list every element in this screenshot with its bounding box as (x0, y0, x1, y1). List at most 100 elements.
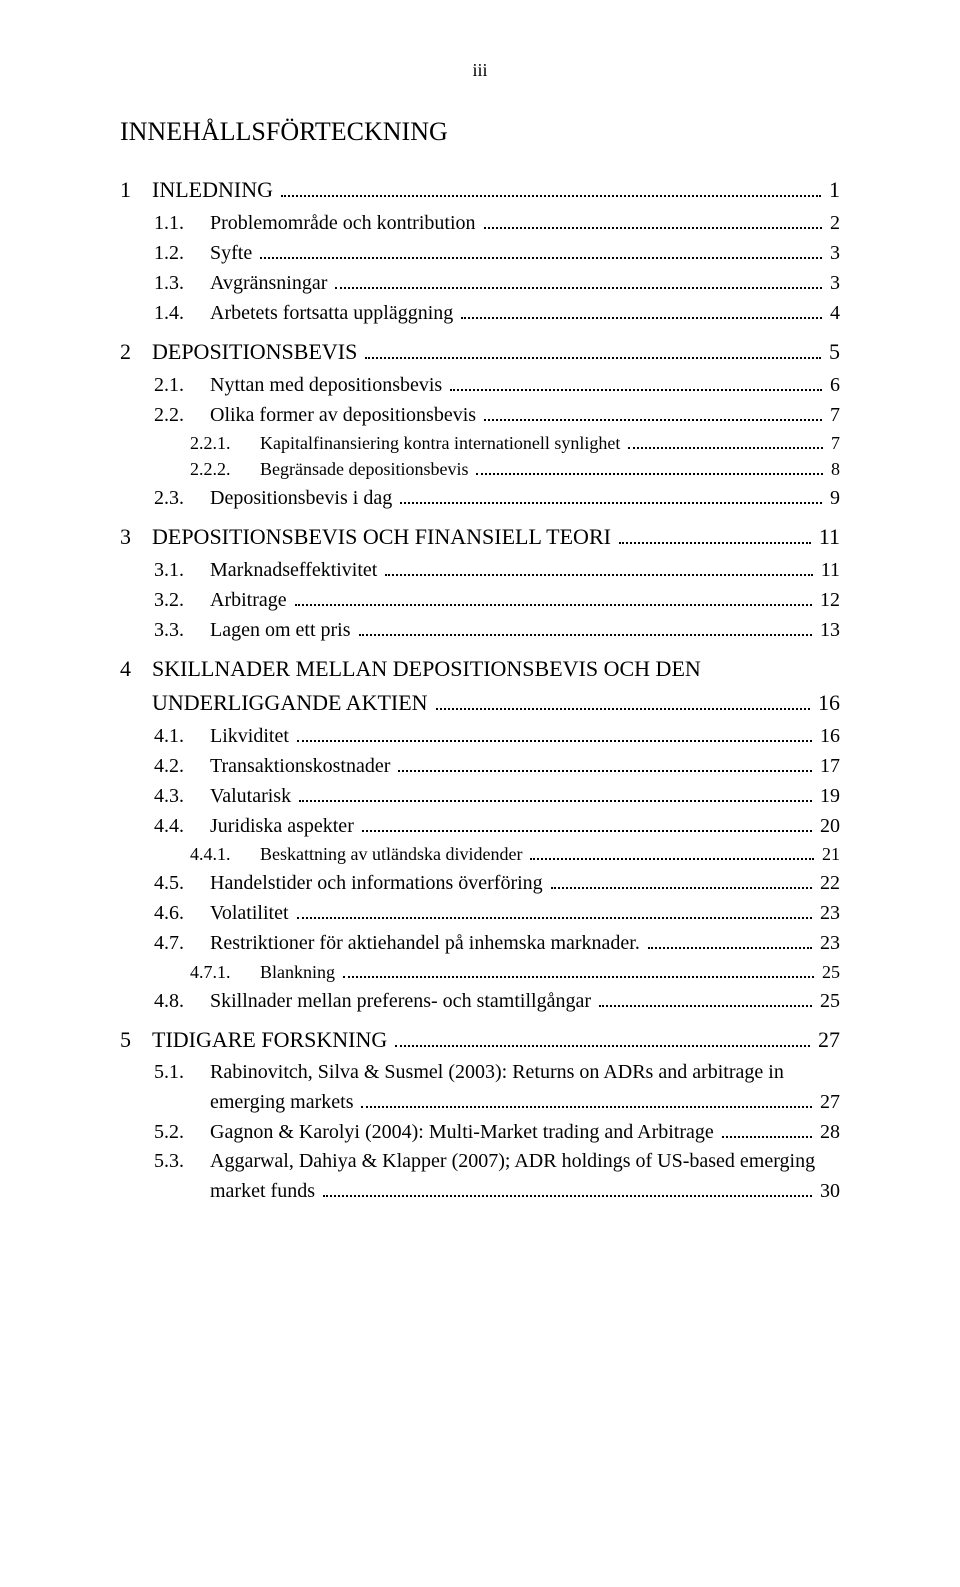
toc-entry: 4.5.Handelstider och informations överfö… (120, 871, 840, 895)
toc-entry-page: 6 (826, 374, 840, 397)
toc-entry: 1INLEDNING1 (120, 177, 840, 203)
toc-entry: 3.1.Marknadseffektivitet 11 (120, 558, 840, 582)
toc-entry-number: 4.5. (154, 872, 210, 895)
toc-entry: 4.6.Volatilitet23 (120, 901, 840, 925)
toc-entry: 1.2.Syfte3 (120, 241, 840, 265)
toc-entry: 2.2.2.Begränsade depositionsbevis8 (120, 458, 840, 479)
toc-entry-text: Likviditet (210, 725, 293, 748)
toc-entry-text: Transaktionskostnader (210, 755, 394, 778)
toc-entry-page: 20 (816, 815, 840, 838)
toc-entry-number: 4.3. (154, 785, 210, 808)
toc-entry: 1.4.Arbetets fortsatta uppläggning4 (120, 301, 840, 325)
toc-entry-page: 23 (816, 932, 840, 955)
toc-entry-text: Rabinovitch, Silva & Susmel (2003): Retu… (210, 1061, 788, 1084)
toc-leader-dots (484, 211, 822, 229)
toc-leader-dots (297, 901, 812, 919)
toc-entry-text: Depositionsbevis i dag (210, 487, 396, 510)
toc-entry: 4SKILLNADER MELLAN DEPOSITIONSBEVIS OCH … (120, 656, 840, 682)
toc-entry: 4.8.Skillnader mellan preferens- och sta… (120, 989, 840, 1013)
toc-entry: 3DEPOSITIONSBEVIS OCH FINANSIELL TEORI11 (120, 524, 840, 550)
toc-entry-number: 1 (120, 177, 152, 203)
toc-leader-dots (295, 588, 812, 606)
toc-leader-dots (361, 1090, 812, 1108)
toc-leader-dots (343, 961, 814, 977)
toc-entry-continuation: market funds30 (120, 1179, 840, 1203)
toc-entry-text: Skillnader mellan preferens- och stamtil… (210, 990, 595, 1013)
toc-entry-text: Handelstider och informations överföring (210, 872, 547, 895)
toc-leader-dots (297, 724, 812, 742)
toc-entry: 2.3.Depositionsbevis i dag9 (120, 486, 840, 510)
toc-leader-dots (400, 486, 822, 504)
toc-entry-page: 11 (817, 559, 840, 582)
toc-entry-page: 5 (825, 339, 840, 365)
toc-entry-text: Blankning (260, 962, 339, 983)
toc-leader-dots (385, 558, 812, 576)
toc-entry-text: Restriktioner för aktiehandel på inhemsk… (210, 932, 644, 955)
toc-leader-dots (599, 989, 812, 1007)
toc-entry: 5TIDIGARE FORSKNING27 (120, 1027, 840, 1053)
toc-entry: 1.3.Avgränsningar3 (120, 271, 840, 295)
toc-leader-dots (299, 784, 812, 802)
toc-entry-number: 5.3. (154, 1150, 210, 1173)
toc-entry: 1.1.Problemområde och kontribution2 (120, 211, 840, 235)
toc-entry-page: 16 (814, 690, 840, 716)
toc-entry-text: Valutarisk (210, 785, 295, 808)
toc-leader-dots (619, 524, 811, 544)
toc-entry-page: 28 (816, 1121, 840, 1144)
toc-entry-number: 2.2. (154, 404, 210, 427)
toc-entry-number: 3 (120, 524, 152, 550)
toc-entry-text: Avgränsningar (210, 272, 331, 295)
toc-leader-dots (722, 1120, 812, 1138)
toc-entry-number: 1.1. (154, 212, 210, 235)
toc-leader-dots (476, 458, 823, 474)
toc-entry-number: 4.4. (154, 815, 210, 838)
page-number: iii (120, 60, 840, 81)
toc-entry-number: 4.2. (154, 755, 210, 778)
toc-entry-number: 4 (120, 656, 152, 682)
toc-leader-dots (362, 814, 812, 832)
toc-entry-text: emerging markets (210, 1091, 357, 1114)
toc-entry-number: 1.2. (154, 242, 210, 265)
toc-entry-page: 16 (816, 725, 840, 748)
toc-entry-number: 4.1. (154, 725, 210, 748)
toc-entry-page: 1 (825, 177, 840, 203)
page-root: iii INNEHÅLLSFÖRTECKNING 1INLEDNING11.1.… (0, 0, 960, 1587)
toc-entry: 2.2.Olika former av depositionsbevis7 (120, 403, 840, 427)
toc-entry-page: 7 (827, 433, 840, 454)
toc-leader-dots (484, 403, 822, 421)
toc-leader-dots (628, 433, 823, 449)
toc-entry-page: 19 (816, 785, 840, 808)
toc-entry-number: 4.7.1. (190, 962, 260, 983)
toc-leader-dots (436, 690, 810, 710)
toc-entry-text: Nyttan med depositionsbevis (210, 374, 446, 397)
toc-entry-page: 17 (816, 755, 840, 778)
toc-entry-number: 2.3. (154, 487, 210, 510)
toc-leader-dots (359, 618, 812, 636)
toc-leader-dots (260, 241, 822, 259)
toc-entry-number: 3.1. (154, 559, 210, 582)
toc-entry-page: 4 (826, 302, 840, 325)
toc-entry-text: Marknadseffektivitet (210, 559, 381, 582)
toc-leader-dots (450, 373, 822, 391)
toc-entry-page: 8 (827, 459, 840, 480)
toc-entry-text: UNDERLIGGANDE AKTIEN (152, 690, 432, 716)
toc-entry-page: 22 (816, 872, 840, 895)
toc-entry: 5.3.Aggarwal, Dahiya & Klapper (2007); A… (120, 1150, 840, 1173)
toc-entry-page: 25 (816, 990, 840, 1013)
toc-entry-page: 27 (816, 1091, 840, 1114)
toc-leader-dots (461, 301, 822, 319)
toc-entry-text: Aggarwal, Dahiya & Klapper (2007); ADR h… (210, 1150, 819, 1173)
toc-entry: 4.2.Transaktionskostnader 17 (120, 754, 840, 778)
toc-leader-dots (395, 1027, 810, 1047)
toc-entry-text: DEPOSITIONSBEVIS OCH FINANSIELL TEORI (152, 524, 615, 550)
toc-entry-text: Juridiska aspekter (210, 815, 358, 838)
toc-entry-page: 30 (816, 1180, 840, 1203)
toc-entry-text: Arbitrage (210, 589, 291, 612)
toc-entry-continuation: emerging markets 27 (120, 1090, 840, 1114)
toc-entry-number: 4.8. (154, 990, 210, 1013)
toc-leader-dots (335, 271, 822, 289)
toc-entry: 2.2.1.Kapitalfinansiering kontra interna… (120, 433, 840, 454)
toc-entry-text: Lagen om ett pris (210, 619, 355, 642)
toc-entry-text: Kapitalfinansiering kontra internationel… (260, 433, 624, 454)
toc-entry-text: DEPOSITIONSBEVIS (152, 339, 361, 365)
